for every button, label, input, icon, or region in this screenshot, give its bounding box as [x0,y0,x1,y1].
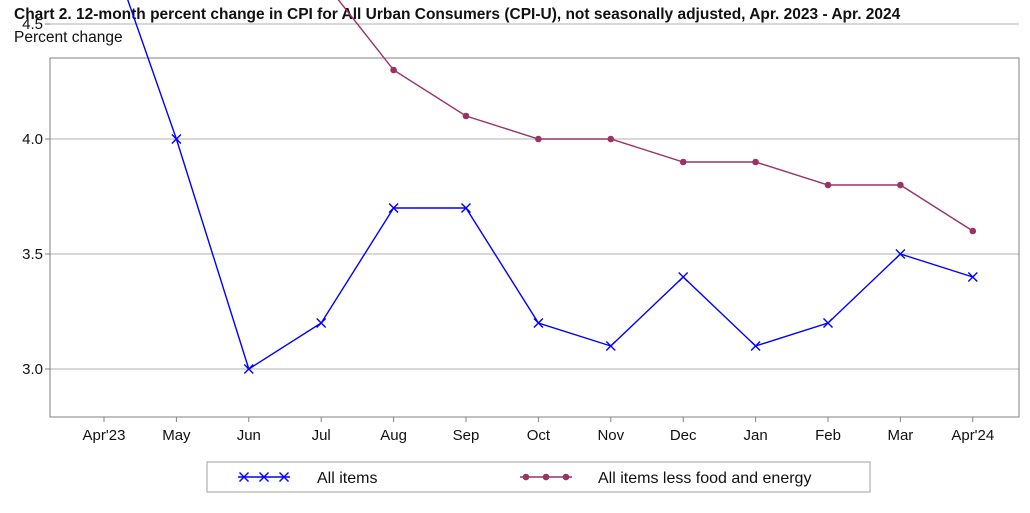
x-tick-label: Jul [312,427,331,444]
data-point-1 [605,341,616,351]
data-point-2 [390,66,397,74]
data-point-1 [461,203,471,213]
x-tick-label: Oct [527,427,551,444]
y-tick-label: 4.0 [22,131,43,148]
data-point-1 [823,318,833,328]
x-tick-label: Aug [380,427,407,444]
x-tick-label: Apr'23 [83,427,126,444]
x-tick-label: Mar [887,427,913,444]
chart-title: Chart 2. 12-month percent change in CPI … [14,6,901,23]
y-tick-label: 3.0 [22,361,43,378]
legend-marker-1 [259,472,269,482]
data-point-2 [679,158,687,166]
legend-marker-1 [279,472,289,482]
x-axis-ticks: Apr'23 May Jun Jul Aug Sep Oct Nov Dec Jan Feb Mar A… [83,417,994,444]
x-tick-label: Jun [237,427,261,444]
data-point-1 [750,341,761,351]
data-point-1 [533,318,544,328]
x-tick-label: Jan [744,427,768,444]
plot-area-border [49,57,1020,418]
data-point-1 [895,249,906,259]
data-point-2 [462,112,470,120]
legend-marker-2 [562,473,570,481]
data-point-2 [897,181,904,189]
data-point-1 [243,364,254,374]
y-axis-ticks: 3.03.54.04.55.05.5 [22,16,50,378]
data-point-1 [171,134,182,144]
x-tick-label: May [162,427,191,444]
x-tick-label: Sep [453,427,480,444]
legend-label-1: All items [317,470,377,487]
data-point-2 [607,135,615,143]
series-group [127,0,978,374]
legend-marker-1 [239,472,249,482]
y-tick-label: 3.5 [22,246,43,263]
series-line-2 [337,0,974,232]
data-point-2 [824,181,832,189]
data-point-1 [678,272,689,282]
x-tick-label: Dec [670,427,697,444]
legend-marker-2 [542,473,550,481]
data-point-1 [316,318,327,328]
data-point-1 [388,203,399,213]
x-tick-label: Feb [815,427,841,444]
x-tick-label: Apr'24 [951,427,994,444]
grid-lines [50,23,1019,370]
y-axis-label: Percent change [14,29,123,46]
x-tick-label: Nov [597,427,624,444]
data-point-2 [535,135,542,143]
data-point-1 [967,272,978,282]
data-point-2 [969,227,977,235]
data-point-2 [752,158,759,166]
legend: All items All items less food and energy [206,461,871,493]
y-tick-label: 4.5 [22,16,43,33]
legend-marker-2 [522,473,530,481]
legend-label-2: All items less food and energy [598,470,811,487]
